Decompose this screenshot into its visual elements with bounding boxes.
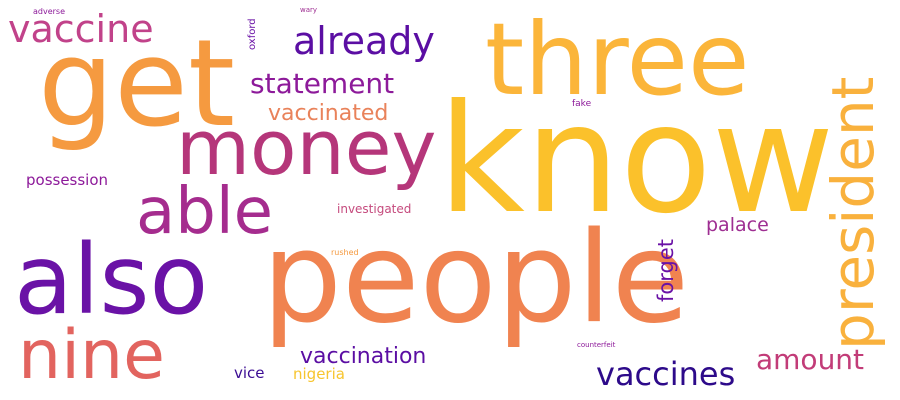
word-nine: nine <box>18 316 165 395</box>
word-also: also <box>14 224 209 336</box>
word-palace: palace <box>706 214 769 236</box>
word-vaccinated: vaccinated <box>268 101 389 126</box>
word-possession: possession <box>26 171 109 189</box>
word-investigated: investigated <box>337 202 412 216</box>
word-amount: amount <box>756 343 865 376</box>
word-vaccination: vaccination <box>300 344 427 369</box>
word-able: able <box>136 175 273 249</box>
word-statement: statement <box>250 67 395 100</box>
word-president: president <box>819 76 887 350</box>
word-oxford: oxford <box>247 18 258 50</box>
word-vaccines: vaccines <box>596 355 736 393</box>
word-wary: wary <box>300 6 318 14</box>
word-fake: fake <box>572 99 592 109</box>
word-already: already <box>293 19 435 63</box>
word-know: know <box>438 73 835 247</box>
word-counterfeit: counterfeit <box>577 341 616 349</box>
word-three: three <box>485 1 750 118</box>
word-get: get <box>38 15 236 154</box>
word-vice: vice <box>234 364 265 382</box>
word-people: people <box>262 204 690 351</box>
word-adverse: adverse <box>33 7 66 16</box>
word-forget: forget <box>654 239 678 302</box>
word-nigeria: nigeria <box>293 365 345 383</box>
word-vaccine: vaccine <box>8 7 154 51</box>
word-rushed: rushed <box>331 248 359 257</box>
word-money: money <box>176 103 437 192</box>
